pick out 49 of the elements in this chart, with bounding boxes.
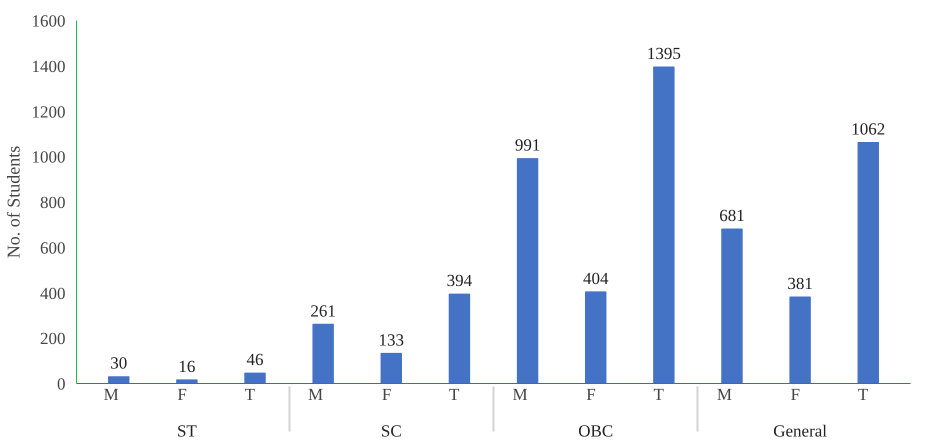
bar	[653, 66, 675, 384]
data-label: 404	[582, 268, 609, 288]
y-tick-label: 0	[57, 374, 66, 394]
bar	[584, 291, 606, 384]
data-label: 261	[310, 301, 336, 320]
y-tick-label: 1600	[32, 12, 66, 30]
y-tick-label: 1200	[32, 102, 66, 122]
x-tick-label: F	[177, 385, 187, 404]
x-tick-label: F	[790, 385, 800, 404]
x-tick-label: M	[308, 385, 324, 404]
text: SC	[380, 422, 402, 440]
y-tick-label: 1400	[32, 56, 66, 76]
y-tick-label: 800	[40, 193, 66, 212]
data-label: 30	[110, 354, 128, 373]
y-axis-title: No. of Students	[4, 146, 24, 258]
bar	[858, 142, 879, 384]
x-tick-label: T	[858, 385, 869, 404]
x-tick-label: F	[382, 385, 392, 404]
text: OBC	[578, 422, 614, 440]
data-label: 133	[378, 330, 404, 350]
data-label: 381	[787, 274, 813, 294]
data-label: 16	[178, 356, 196, 376]
x-tick-label: T	[653, 385, 664, 404]
x-tick-label: M	[104, 385, 119, 404]
y-tick-label: 1000	[32, 148, 66, 167]
x-tick-label: M	[716, 385, 732, 404]
x-tick-label: T	[244, 385, 256, 404]
data-label: 394	[446, 271, 473, 290]
bar	[721, 228, 743, 384]
x-tick-label: M	[512, 385, 528, 404]
bar	[380, 352, 402, 384]
bar	[448, 294, 470, 384]
y-tick-label: 200	[40, 329, 66, 348]
data-label: 991	[514, 136, 540, 155]
data-label: 1395	[646, 44, 681, 64]
x-tick-label: F	[586, 385, 596, 404]
bar	[312, 324, 334, 384]
bar	[789, 296, 811, 384]
text: ST	[176, 422, 198, 440]
y-tick-label: 600	[40, 238, 66, 258]
bar	[244, 372, 266, 384]
data-label: 1062	[851, 120, 886, 139]
bar	[516, 158, 538, 384]
data-label: 46	[246, 350, 264, 370]
bar	[108, 376, 130, 384]
y-tick-label: 400	[40, 284, 66, 303]
text: General	[773, 422, 828, 440]
x-tick-label: T	[449, 385, 460, 404]
data-label: 681	[719, 206, 745, 225]
